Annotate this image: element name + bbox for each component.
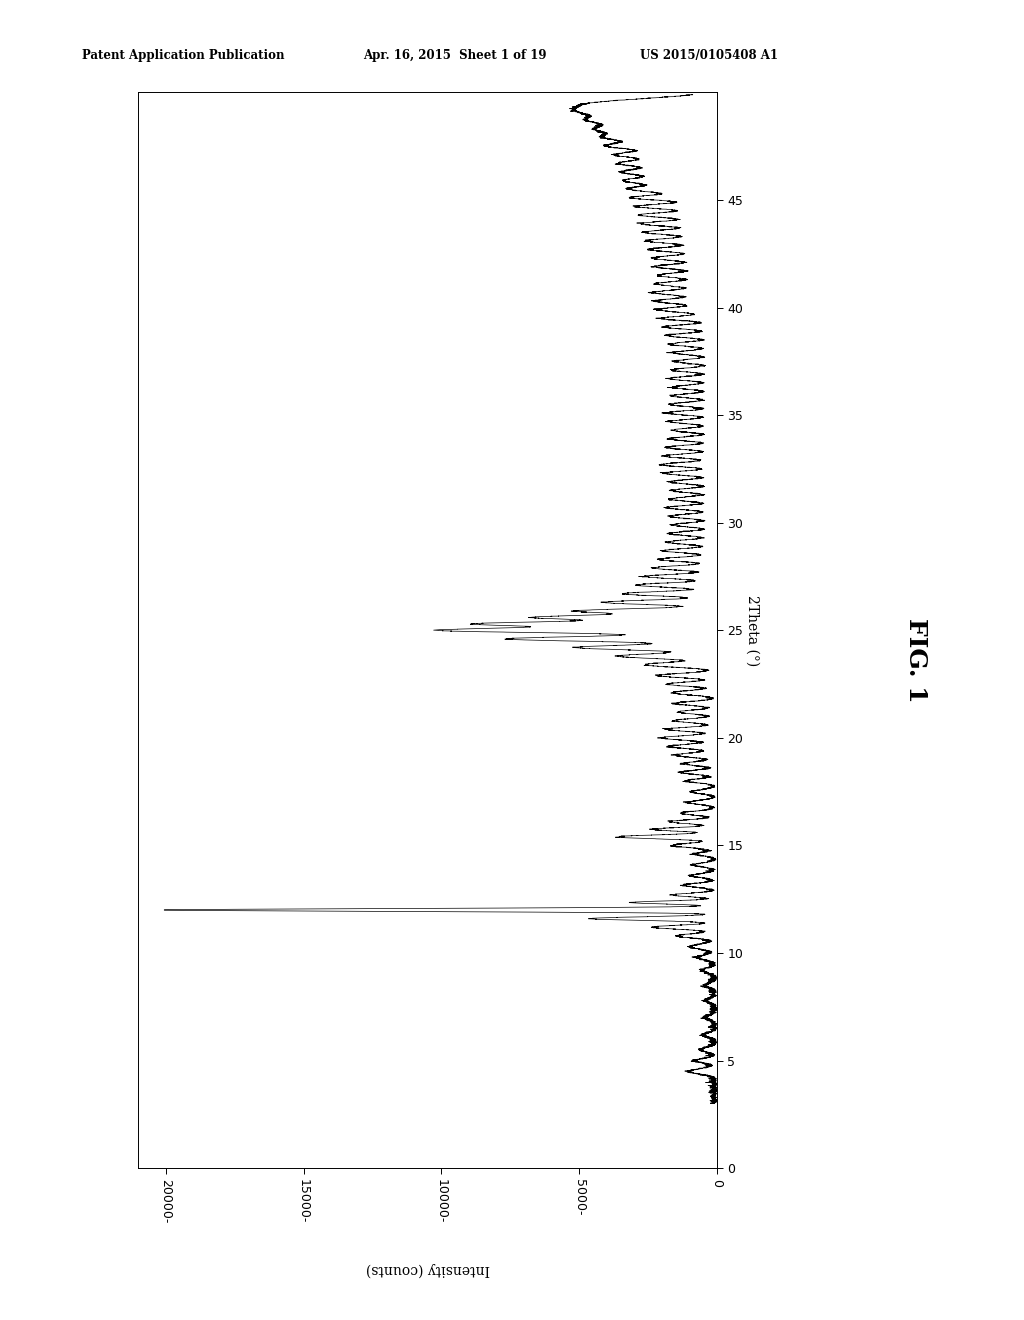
Text: Apr. 16, 2015  Sheet 1 of 19: Apr. 16, 2015 Sheet 1 of 19 xyxy=(364,49,547,62)
Text: Patent Application Publication: Patent Application Publication xyxy=(82,49,285,62)
Y-axis label: 2Theta (°): 2Theta (°) xyxy=(745,595,760,665)
Text: FIG. 1: FIG. 1 xyxy=(904,618,929,702)
X-axis label: Intensity (counts): Intensity (counts) xyxy=(366,1262,489,1276)
Text: US 2015/0105408 A1: US 2015/0105408 A1 xyxy=(640,49,778,62)
